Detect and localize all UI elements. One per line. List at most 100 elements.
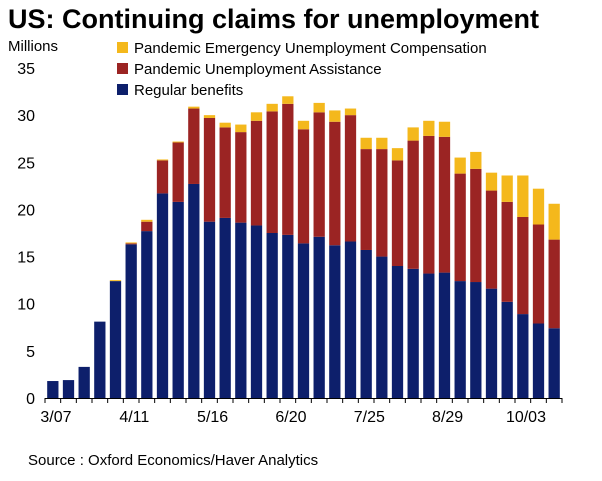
- bar-segment-series-1: [125, 243, 137, 245]
- y-tick-label: 15: [17, 250, 35, 267]
- bar-segment-series-1: [454, 173, 466, 282]
- bar-segment-series-1: [203, 117, 216, 222]
- bar-segment-series-2: [391, 148, 404, 161]
- y-tick-label: 5: [26, 344, 35, 361]
- y-axis: 0 5 10 15 20 25 30 35: [17, 61, 35, 408]
- bar-segment-series-1: [141, 221, 153, 232]
- bar-segment-series-1: [188, 108, 200, 184]
- legend: Pandemic Emergency Unemployment Compensa…: [117, 40, 487, 99]
- bar-segment-series-2: [501, 175, 513, 202]
- legend-swatch: [117, 42, 128, 53]
- bar-segment-series-1: [360, 149, 372, 250]
- bar-segment-series-0: [376, 256, 388, 398]
- bar-segment-series-0: [517, 314, 529, 398]
- y-tick-label: 30: [17, 108, 35, 125]
- legend-label: Regular benefits: [134, 82, 243, 99]
- bar-segment-series-2: [532, 188, 545, 225]
- bar-segment-series-2: [548, 203, 560, 240]
- bar-segment-series-1: [344, 115, 357, 242]
- bar-segment-series-2: [109, 280, 122, 282]
- bars: [47, 96, 560, 398]
- bar-segment-series-1: [156, 160, 169, 194]
- bar-segment-series-0: [485, 288, 498, 398]
- bar-segment-series-1: [297, 129, 310, 244]
- bar-segment-series-1: [250, 120, 263, 226]
- y-tick-label: 20: [17, 202, 35, 219]
- bar-segment-series-0: [329, 245, 341, 398]
- bar-segment-series-2: [266, 103, 278, 112]
- bar-segment-series-0: [172, 201, 184, 398]
- bar-segment-series-2: [454, 157, 466, 174]
- bar-segment-series-1: [172, 142, 184, 202]
- bar-segment-series-0: [501, 301, 513, 398]
- bar-segment-series-1: [313, 112, 325, 237]
- bar-segment-series-2: [407, 127, 419, 141]
- bar-segment-series-0: [203, 221, 216, 398]
- bar-segment-series-1: [407, 140, 419, 269]
- bar-segment-series-1: [548, 239, 560, 329]
- bar-segment-series-0: [219, 217, 231, 398]
- bar-segment-series-1: [329, 121, 341, 246]
- y-tick-label: 0: [26, 391, 35, 408]
- bar-segment-series-0: [470, 282, 482, 398]
- bar-segment-series-1: [517, 216, 529, 315]
- bar-segment-series-0: [282, 234, 294, 398]
- y-axis-label: Millions: [8, 38, 59, 55]
- bar-segment-series-1: [235, 132, 247, 223]
- legend-label: Pandemic Emergency Unemployment Compensa…: [134, 40, 487, 57]
- bar-segment-series-0: [141, 231, 153, 398]
- legend-swatch: [117, 63, 128, 74]
- bar-segment-series-2: [188, 106, 200, 109]
- x-tick-label: 7/25: [354, 409, 385, 426]
- bar-segment-series-2: [156, 159, 169, 161]
- bar-segment-series-2: [313, 102, 325, 113]
- bar-segment-series-2: [172, 141, 184, 143]
- bar-segment-series-2: [282, 96, 294, 104]
- bar-segment-series-0: [250, 225, 263, 398]
- bar-segment-series-0: [438, 272, 451, 398]
- x-tick-label: 5/16: [197, 409, 228, 426]
- bar-segment-series-2: [250, 112, 263, 121]
- bar-segment-series-0: [109, 281, 122, 398]
- bar-segment-series-0: [391, 266, 404, 398]
- bar-segment-series-2: [470, 151, 482, 169]
- bar-segment-series-0: [297, 243, 310, 398]
- bar-segment-series-0: [125, 244, 137, 398]
- bar-segment-series-1: [219, 127, 231, 218]
- bar-segment-series-2: [219, 122, 231, 128]
- bar-segment-series-0: [360, 249, 372, 398]
- bar-segment-series-1: [376, 149, 388, 257]
- x-tick-label: 4/11: [119, 409, 149, 426]
- bar-segment-series-1: [282, 103, 294, 235]
- bar-segment-series-0: [235, 222, 247, 398]
- bar-segment-series-0: [344, 241, 357, 398]
- bar-segment-series-2: [125, 242, 137, 244]
- bar-segment-series-0: [62, 380, 75, 398]
- bar-segment-series-2: [141, 219, 153, 222]
- x-tick-label: 6/20: [275, 409, 306, 426]
- bar-segment-series-2: [438, 121, 451, 137]
- bar-segment-series-2: [344, 108, 357, 116]
- bar-segment-series-1: [501, 201, 513, 302]
- bar-segment-series-1: [485, 190, 498, 289]
- bar-segment-series-1: [532, 224, 545, 324]
- x-tick-label: 3/07: [40, 409, 71, 426]
- bar-segment-series-0: [47, 381, 59, 398]
- bar-segment-series-0: [266, 233, 278, 398]
- bar-segment-series-2: [376, 137, 388, 150]
- source-note: Source : Oxford Economics/Haver Analytic…: [28, 452, 319, 469]
- bar-segment-series-2: [517, 175, 529, 217]
- bar-segment-series-0: [188, 183, 200, 398]
- x-axis: 3/07 4/11 5/16 6/20 7/25 8/29 10/03: [40, 398, 563, 426]
- bar-segment-series-1: [266, 111, 278, 233]
- x-tick-label: 10/03: [506, 409, 546, 426]
- y-tick-label: 10: [17, 297, 35, 314]
- bar-segment-series-0: [548, 328, 560, 398]
- bar-segment-series-1: [423, 135, 435, 274]
- bar-segment-series-0: [313, 236, 325, 398]
- y-tick-label: 35: [17, 61, 35, 78]
- bar-segment-series-0: [454, 281, 466, 398]
- bar-segment-series-1: [391, 160, 404, 266]
- bar-segment-series-1: [438, 136, 451, 273]
